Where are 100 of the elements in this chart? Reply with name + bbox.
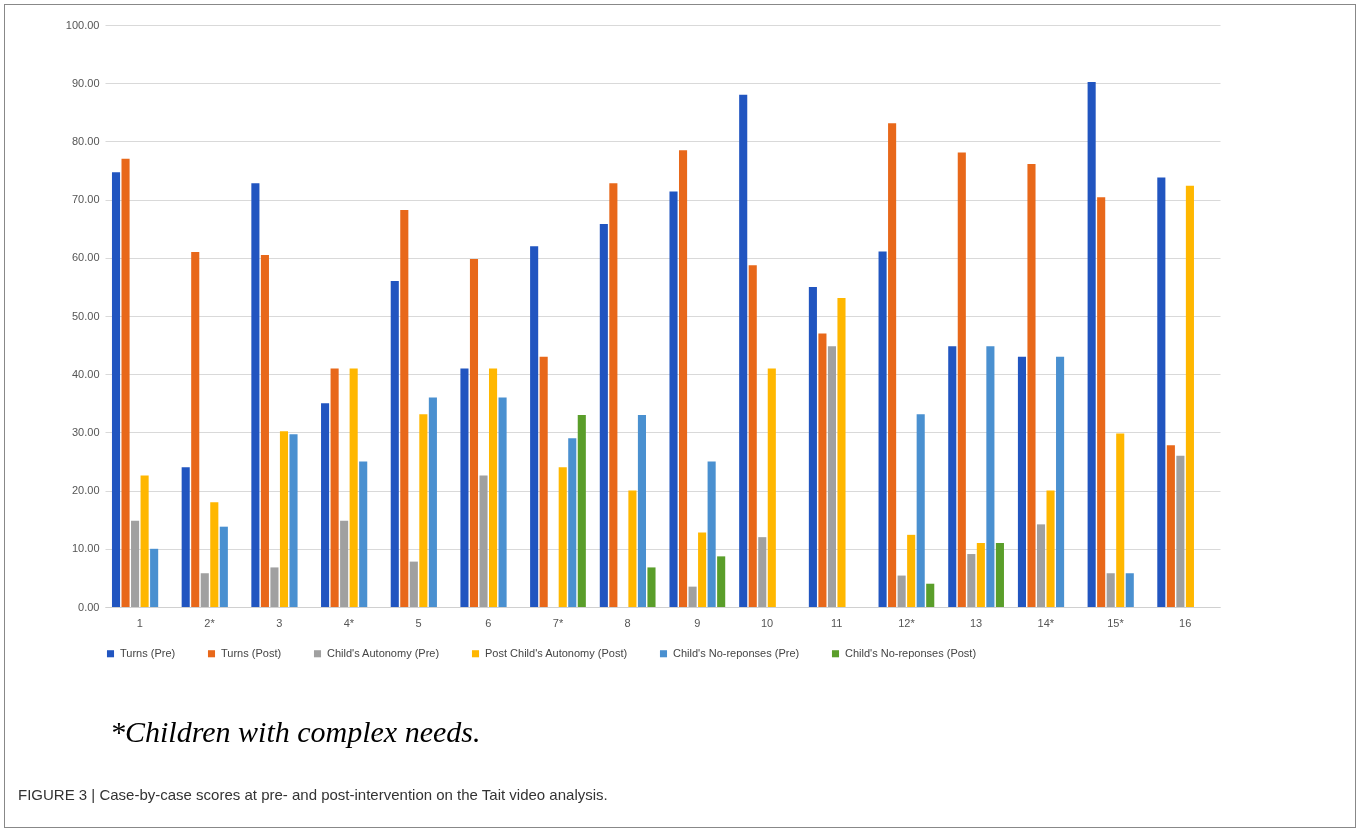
y-tick-label: 60.00 (71, 251, 100, 264)
bar (1157, 177, 1166, 607)
bar (409, 561, 418, 607)
x-tick-label: 16 (1179, 616, 1192, 629)
bar (637, 414, 646, 607)
bar (419, 414, 428, 607)
x-tick-label: 14* (1037, 616, 1055, 629)
bar (349, 368, 358, 607)
x-tick-label: 10 (760, 616, 774, 629)
bar (530, 246, 539, 607)
bar (957, 152, 966, 607)
y-tick-label: 80.00 (71, 134, 100, 147)
bar (888, 123, 897, 607)
x-tick-label: 11 (831, 616, 843, 629)
x-tick-label: 6 (485, 616, 492, 629)
bar (688, 586, 697, 607)
y-tick-label: 100.00 (65, 18, 100, 31)
bar (219, 526, 228, 607)
bar (878, 251, 887, 607)
bar (767, 368, 776, 607)
bar (986, 346, 995, 607)
x-tick-label: 2* (204, 616, 216, 629)
bar (390, 281, 399, 607)
bar (907, 534, 916, 607)
bar (926, 583, 935, 607)
bar (279, 431, 289, 607)
y-tick-label: 0.00 (78, 600, 100, 613)
bar (916, 414, 925, 607)
bar (558, 467, 567, 607)
bar (200, 573, 209, 607)
bar (539, 356, 548, 607)
bar (400, 210, 409, 607)
bar (679, 150, 688, 607)
bar (707, 461, 716, 607)
bar (359, 461, 368, 607)
bar (669, 191, 678, 607)
bar (1125, 573, 1134, 607)
bar (1017, 356, 1027, 607)
bar (717, 556, 726, 607)
bar (289, 434, 298, 607)
x-tick-label: 5 (415, 616, 422, 629)
y-tick-label: 20.00 (71, 484, 100, 497)
y-tick-label: 50.00 (71, 309, 100, 322)
bar (976, 542, 985, 607)
bar (758, 537, 767, 607)
y-tick-label: 40.00 (71, 367, 100, 380)
y-tick-label: 10.00 (71, 542, 100, 555)
legend-label: Post Child's Autonomy (Post) (485, 646, 628, 659)
bar (270, 567, 279, 607)
x-tick-label: 13 (969, 616, 983, 629)
bar (748, 265, 757, 607)
bar (1185, 185, 1194, 607)
bar (330, 368, 339, 607)
bar (599, 224, 608, 607)
x-tick-label: 8 (624, 616, 631, 629)
y-tick-label: 70.00 (71, 193, 100, 206)
x-tick-label: 4* (343, 616, 355, 629)
bar (1176, 455, 1185, 607)
legend-label: Child's No-reponses (Post) (845, 646, 977, 659)
bar (460, 368, 469, 607)
y-tick-label: 30.00 (71, 425, 100, 438)
bar (967, 554, 976, 607)
x-tick-label: 9 (694, 616, 701, 629)
legend-label: Turns (Post) (221, 646, 282, 659)
bar (837, 297, 846, 607)
bar (1056, 356, 1065, 607)
bar (140, 475, 149, 607)
legend-label: Turns (Pre) (120, 646, 176, 659)
bar (150, 548, 159, 607)
bar (121, 158, 130, 607)
bar (1106, 573, 1115, 607)
y-tick-label: 90.00 (71, 76, 100, 89)
bar (428, 397, 437, 607)
bar (498, 397, 507, 607)
bar (321, 403, 330, 607)
legend-label: Child's Autonomy (Pre) (327, 646, 440, 659)
bar (568, 438, 577, 607)
x-tick-label: 3 (276, 616, 283, 629)
bar (111, 172, 121, 607)
bar (628, 490, 637, 607)
bar (479, 475, 488, 607)
bar (191, 251, 200, 607)
bar (260, 254, 269, 607)
bar (251, 183, 260, 607)
bar (1116, 433, 1125, 607)
bar (827, 346, 836, 607)
bar (181, 467, 190, 607)
bar (739, 94, 748, 607)
legend-label: Child's No-reponses (Pre) (673, 646, 800, 659)
bar (818, 333, 827, 607)
x-tick-label: 12* (898, 616, 916, 629)
bar (1166, 445, 1175, 607)
caption: FIGURE 3 | Case-by-case scores at pre- and post-intervention on the Tait video analysis. (18, 786, 608, 803)
bar (609, 183, 618, 607)
bar (469, 258, 479, 607)
x-tick-label: 15* (1107, 616, 1125, 629)
bar (489, 368, 498, 607)
bar (897, 575, 906, 607)
bar (1027, 164, 1036, 607)
bar (948, 346, 957, 607)
